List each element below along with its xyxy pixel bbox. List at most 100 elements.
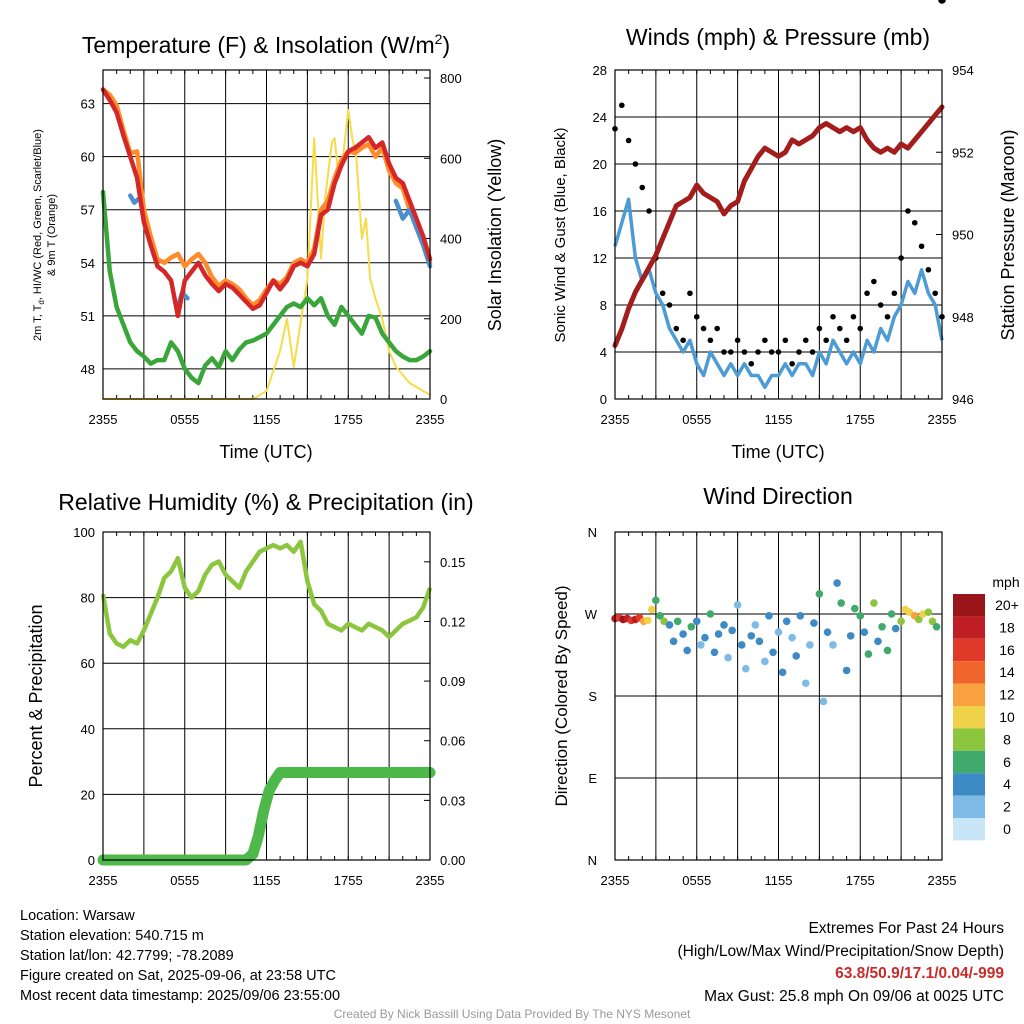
direction-point xyxy=(874,637,882,646)
plot-frame xyxy=(102,531,431,861)
x-tick-label: 2355 xyxy=(416,412,445,427)
x-tick-label: 1755 xyxy=(846,873,875,888)
extremes-fields: (High/Low/Max Wind/Precipitation/Snow De… xyxy=(677,942,1005,960)
colorbar-swatch xyxy=(953,728,985,751)
series-line-hi-wc-3- xyxy=(393,198,433,269)
colorbar-label: 20+ xyxy=(995,597,1019,613)
colorbar-label: 12 xyxy=(999,687,1015,703)
x-tick-label: 1155 xyxy=(765,873,793,888)
gust-point xyxy=(905,208,911,214)
direction-point xyxy=(801,679,810,688)
direction-point xyxy=(765,612,773,620)
colorbar-swatch xyxy=(953,683,985,706)
series-line-hi-wc xyxy=(128,193,141,205)
gust-point xyxy=(762,337,768,344)
colorbar-label: 16 xyxy=(999,642,1015,658)
latlon-text: Station lat/lon: 42.7799; -78.2089 xyxy=(20,948,234,964)
colorbar-label: 0 xyxy=(1003,821,1011,837)
direction-point xyxy=(788,633,796,642)
x-tick-label: 0555 xyxy=(682,412,711,427)
direction-point xyxy=(792,652,801,660)
direction-point xyxy=(643,616,652,625)
direction-point xyxy=(647,605,656,614)
gust-point xyxy=(639,184,646,191)
gust-point xyxy=(687,290,693,297)
wind-chart-title: Winds (mph) & Pressure (mb) xyxy=(626,24,930,50)
wdir-chart-title: Wind Direction xyxy=(703,483,853,509)
direction-point xyxy=(883,646,892,655)
direction-point xyxy=(815,590,824,598)
series-line-precipitation xyxy=(97,767,436,866)
gust-point xyxy=(802,337,809,344)
y-tick-label: N xyxy=(588,853,597,868)
gust-point xyxy=(741,349,748,355)
y2-tick-label: 200 xyxy=(440,312,462,327)
gust-point xyxy=(632,161,639,167)
y-tick-label: 80 xyxy=(81,591,95,606)
location-text: Location: Warsaw xyxy=(20,908,135,924)
wind-xlabel: Time (UTC) xyxy=(731,442,824,462)
plot-frame xyxy=(614,69,943,400)
gust-point xyxy=(775,349,782,355)
plot-frame xyxy=(614,531,943,861)
colorbar-label: 6 xyxy=(1003,754,1011,770)
direction-point xyxy=(774,628,783,637)
gust-point xyxy=(857,325,864,332)
y2-tick-label: 952 xyxy=(952,145,974,160)
gust-point xyxy=(850,313,857,320)
temp-plot: 2355 0555 1155 1755 2355 48 51 54 57 60 63 0 200 400 6… xyxy=(81,69,462,427)
direction-point xyxy=(810,619,818,627)
recent-text: Most recent data timestamp: 2025/09/06 2… xyxy=(20,988,341,1004)
plot-frame xyxy=(102,69,431,400)
created-text: Figure created on Sat, 2025-09-06, at 23… xyxy=(20,968,336,984)
colorbar-label: 14 xyxy=(999,664,1015,680)
direction-point xyxy=(669,637,678,646)
y-tick-label: 57 xyxy=(81,203,95,218)
x-tick-label: 2355 xyxy=(601,412,630,427)
gust-point xyxy=(666,302,673,308)
y2-tick-label: 0.00 xyxy=(440,853,465,868)
direction-point xyxy=(687,622,696,631)
direction-point xyxy=(924,608,933,616)
direction-point xyxy=(724,653,732,662)
x-tick-label: 2355 xyxy=(928,873,957,888)
y-tick-label: W xyxy=(585,607,598,622)
y-tick-label: 54 xyxy=(81,256,95,271)
series-line-solar-insolation xyxy=(102,109,431,400)
rh-plot: 2355 0555 1155 1755 2355 0 20 40 60 80 100 0.00 0.03… xyxy=(73,525,465,888)
y2-tick-label: 0.09 xyxy=(440,674,465,689)
direction-point xyxy=(710,648,719,657)
gust-point xyxy=(700,325,707,332)
y-tick-label: 20 xyxy=(593,157,607,172)
gust-point xyxy=(898,255,904,261)
colorbar-swatch xyxy=(953,818,985,841)
y2-tick-label: 950 xyxy=(952,228,974,243)
gust-point xyxy=(864,290,870,297)
series-line-sonic-wind xyxy=(613,197,944,390)
colorbar-label: 10 xyxy=(999,709,1015,725)
direction-point xyxy=(938,0,946,4)
direction-point xyxy=(728,626,736,635)
gust-point xyxy=(871,278,877,285)
y-tick-label: S xyxy=(588,689,597,704)
y-tick-label: 40 xyxy=(81,722,95,737)
max-gust-text: Max Gust: 25.8 mph On 09/06 at 0025 UTC xyxy=(704,987,1004,1005)
direction-point xyxy=(706,610,715,618)
x-tick-label: 2355 xyxy=(416,873,445,888)
y2-tick-label: 0.06 xyxy=(440,734,465,749)
gust-point xyxy=(748,360,755,367)
y2-tick-label: 0 xyxy=(440,392,447,407)
x-tick-label: 1755 xyxy=(334,412,363,427)
extremes-box: Extremes For Past 24 Hours (High/Low/Max… xyxy=(678,918,1005,1008)
colorbar-swatch xyxy=(953,750,985,774)
colorbar-title: mph xyxy=(992,574,1019,590)
gust-point xyxy=(823,337,829,344)
direction-point xyxy=(915,615,923,624)
y-tick-label: 20 xyxy=(81,787,95,802)
wind-ylabel: Sonic Wind & Gust (Blue, Black) xyxy=(552,127,569,342)
gust-point xyxy=(734,337,741,344)
direction-point xyxy=(905,608,914,616)
y2-tick-label: 800 xyxy=(440,71,462,86)
station-info: Location: Warsaw Station elevation: 540.… xyxy=(20,906,340,1006)
temp-ylabel-line1: 2m T, Td, HI/WC (Red, Green, Scarlet/Blu… xyxy=(32,129,46,341)
